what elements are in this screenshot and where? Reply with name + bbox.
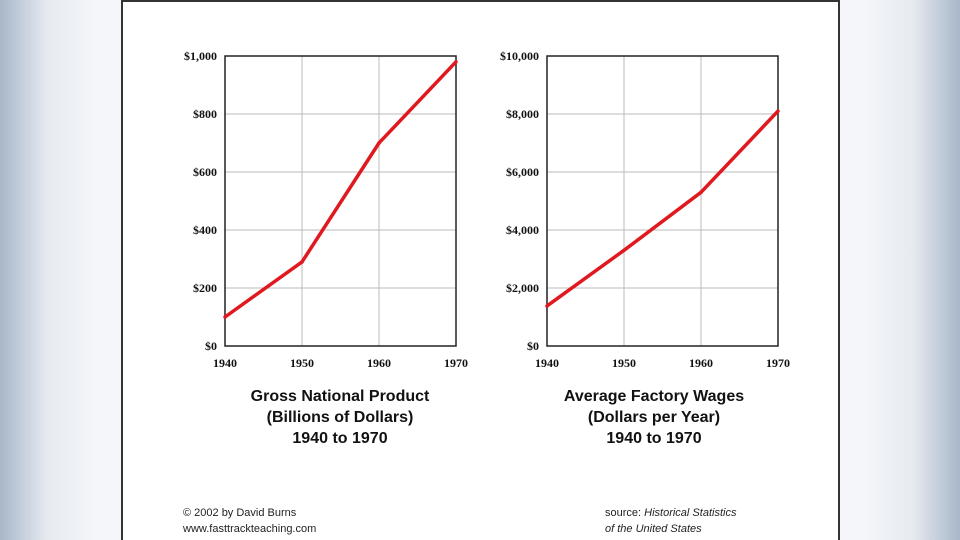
wages-y-tick-label: $8,000 [506, 107, 539, 121]
wages-data-point [545, 304, 549, 308]
source-title-line1: Historical Statistics [644, 507, 737, 519]
wages-x-tick-label: 1950 [612, 356, 636, 370]
gnp-caption-period: 1940 to 1970 [292, 430, 388, 447]
gnp-x-tick-label: 1970 [444, 356, 468, 370]
gnp-y-tick-label: $1,000 [184, 49, 217, 63]
wages-x-tick-label: 1960 [689, 356, 713, 370]
copyright-text: © 2002 by David Burns [183, 507, 297, 519]
wages-data-point [699, 190, 703, 195]
gnp-caption-units: (Billions of Dollars) [266, 409, 414, 426]
wages-y-tick-label: $4,000 [506, 223, 539, 237]
gnp-x-tick-label: 1960 [367, 356, 391, 370]
website-text: www.fasttrackteaching.com [183, 523, 317, 535]
wages-x-tick-label: 1940 [535, 356, 559, 370]
wages-y-tick-label: $6,000 [506, 165, 539, 179]
wages-caption: Average Factory Wages (Dollars per Year)… [514, 386, 794, 449]
gnp-data-point [223, 315, 227, 319]
source-block: source: Historical Statistics of the Uni… [605, 505, 736, 537]
source-title-line2: of the United States [605, 523, 702, 535]
gnp-caption: Gross National Product (Billions of Doll… [200, 386, 480, 449]
wages-caption-title: Average Factory Wages [563, 388, 745, 405]
gnp-y-tick-label: $600 [193, 165, 217, 179]
gnp-chart: $0 $200 $400 $600 $800 $1,000 1940 1950 1960 1970 [184, 49, 468, 370]
wages-caption-units: (Dollars per Year) [587, 409, 721, 426]
gnp-x-tick-label: 1940 [213, 356, 237, 370]
gnp-y-tick-label: $200 [193, 281, 217, 295]
gnp-plot-frame [224, 55, 457, 347]
wages-y-tick-label: $2,000 [506, 281, 539, 295]
gnp-y-tick-label: $0 [205, 339, 217, 353]
source-label: source: [605, 507, 642, 519]
gnp-series-line [223, 60, 458, 319]
gnp-y-tick-label: $800 [193, 107, 217, 121]
wages-plot-frame [546, 55, 779, 347]
gnp-y-tick-label: $400 [193, 223, 217, 237]
wages-series-line [545, 109, 780, 308]
wages-x-tick-label: 1970 [766, 356, 790, 370]
gnp-data-point [300, 260, 304, 264]
wages-y-tick-label: $10,000 [500, 49, 539, 63]
wages-chart: $0 $2,000 $4,000 $6,000 $8,000 $10,000 1940 195… [500, 49, 790, 370]
wages-data-point [776, 109, 780, 113]
wages-caption-period: 1940 to 1970 [606, 430, 702, 447]
gnp-data-point [377, 141, 381, 145]
wages-y-tick-label: $0 [527, 339, 539, 353]
wages-plot-area [547, 56, 778, 346]
credit-block: © 2002 by David Burns www.fasttrackteach… [183, 505, 316, 537]
wages-data-point [622, 248, 626, 253]
gnp-data-point [454, 60, 458, 64]
gnp-caption-title: Gross National Product [250, 388, 430, 405]
gnp-x-tick-label: 1950 [290, 356, 314, 370]
